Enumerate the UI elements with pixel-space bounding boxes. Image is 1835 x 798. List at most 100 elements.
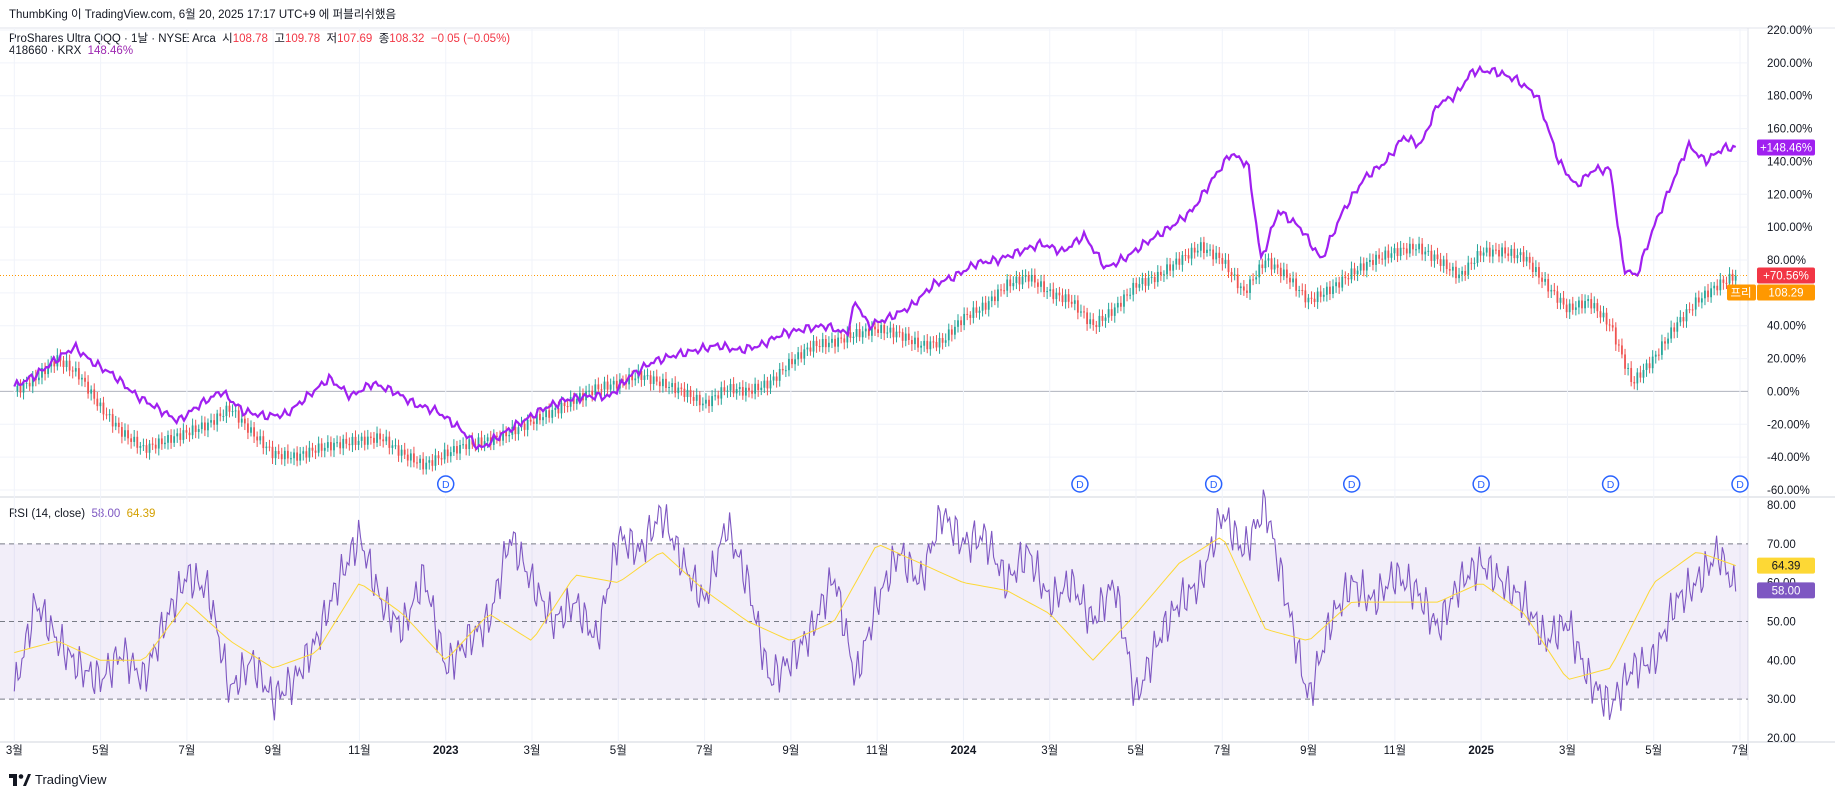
rsi-legend[interactable]: RSI (14, close) 58.00 64.39	[9, 508, 155, 520]
time-tick-label: 11월	[866, 744, 889, 757]
candle-body	[1448, 269, 1451, 271]
time-tick-label: 5월	[610, 744, 627, 757]
candle-body	[1359, 263, 1362, 271]
candle-body	[689, 389, 692, 398]
candle-body	[788, 358, 790, 371]
candle-body	[213, 420, 216, 425]
rsi-line	[13, 489, 1737, 721]
candle-body	[1516, 255, 1519, 259]
candle-body	[1605, 312, 1608, 325]
candle-body	[1445, 259, 1448, 270]
main-symbol-name[interactable]: ProShares Ultra QQQ · 1날 · NYSE Arca	[9, 33, 216, 45]
candle-body	[148, 443, 151, 453]
candle-body	[1027, 275, 1030, 282]
candle-body	[1664, 341, 1666, 344]
price-tick-label: 40.00%	[1767, 321, 1806, 333]
candle-body	[840, 337, 843, 339]
candle-body	[1138, 284, 1141, 288]
candle-body	[831, 338, 833, 343]
candle-body	[901, 332, 904, 341]
candle-body	[895, 331, 898, 338]
candle-body	[259, 436, 262, 441]
candle-body	[1574, 307, 1577, 310]
candle-body	[600, 389, 603, 391]
candle-body	[1433, 254, 1436, 261]
candle-body	[563, 402, 566, 407]
candle-body	[1731, 273, 1734, 281]
candle-body	[1624, 354, 1626, 369]
candle-body	[1218, 252, 1221, 258]
candle-body	[1332, 286, 1334, 295]
tradingview-logo[interactable]: TradingView	[9, 772, 107, 787]
candle-body	[1630, 367, 1633, 383]
candle-body	[1242, 286, 1245, 291]
candle-body	[1163, 274, 1165, 276]
candle-body	[1491, 249, 1494, 257]
candle-body	[883, 325, 886, 334]
series-lines	[13, 64, 1737, 721]
axes: 220.00% 200.00% 180.00% 160.00% 140.00% 120.0…	[6, 25, 1813, 757]
candle-body	[969, 314, 972, 318]
candle-body	[16, 385, 19, 392]
candle-body	[468, 439, 471, 450]
tradingview-brand-text: TradingView	[35, 772, 107, 787]
candle-body	[385, 436, 388, 442]
candle-body	[1581, 300, 1583, 309]
candle-body	[1147, 277, 1150, 286]
candle-body	[606, 381, 609, 390]
candle-body	[1215, 252, 1218, 260]
candle-body	[277, 450, 280, 455]
candle-body	[1421, 243, 1424, 255]
candle-body	[579, 393, 581, 400]
candle-body	[170, 435, 172, 443]
compare-symbol-name[interactable]: 418660 · KRX	[9, 45, 82, 57]
candle-body	[588, 390, 591, 392]
candle-body	[459, 445, 461, 454]
candle-body	[360, 436, 363, 441]
price-tick-label: 120.00%	[1767, 189, 1812, 201]
candle-body	[1301, 289, 1304, 291]
candle-body	[1095, 324, 1098, 328]
candle-body	[308, 447, 311, 458]
candle-body	[880, 325, 883, 333]
candle-body	[569, 397, 572, 407]
candle-body	[111, 414, 114, 427]
candle-body	[1052, 289, 1055, 300]
candle-body	[741, 387, 744, 396]
pre-price-badge: 108.29	[1768, 288, 1803, 300]
candle-body	[646, 375, 649, 377]
candle-body	[1553, 289, 1556, 292]
candle-body	[139, 446, 142, 448]
candle-body	[145, 445, 148, 453]
candle-body	[317, 443, 320, 453]
low-label: 저	[326, 33, 338, 45]
candle-body	[1003, 290, 1006, 292]
candle-body	[1550, 289, 1553, 292]
candle-body	[1049, 289, 1052, 292]
close-value: 108.32	[389, 33, 425, 45]
compare-symbol-legend[interactable]: 418660 · KRX 148.46%	[9, 45, 133, 57]
candle-body	[1129, 294, 1132, 296]
candle-body	[1224, 259, 1227, 264]
candle-body	[889, 327, 892, 333]
dividend-marker	[1472, 475, 1490, 493]
candle-body	[31, 375, 34, 387]
candle-body	[1682, 317, 1685, 322]
main-symbol-legend[interactable]: ProShares Ultra QQQ · 1날 · NYSE Arca 시10…	[9, 30, 510, 46]
candle-body	[25, 382, 28, 384]
low-value: 107.69	[337, 33, 373, 45]
candle-body	[434, 455, 437, 466]
candle-body	[1642, 369, 1645, 378]
candle-body	[677, 387, 680, 394]
candle-body	[794, 359, 796, 365]
time-tick-label: 2023	[433, 745, 459, 757]
rsi-title[interactable]: RSI (14, close)	[9, 508, 86, 520]
candle-body	[382, 439, 385, 442]
candle-body	[240, 418, 243, 423]
candle-body	[1273, 264, 1276, 270]
candle-body	[1488, 247, 1491, 257]
candle-body	[877, 329, 879, 333]
candle-body	[957, 320, 959, 327]
candle-body	[542, 417, 544, 421]
